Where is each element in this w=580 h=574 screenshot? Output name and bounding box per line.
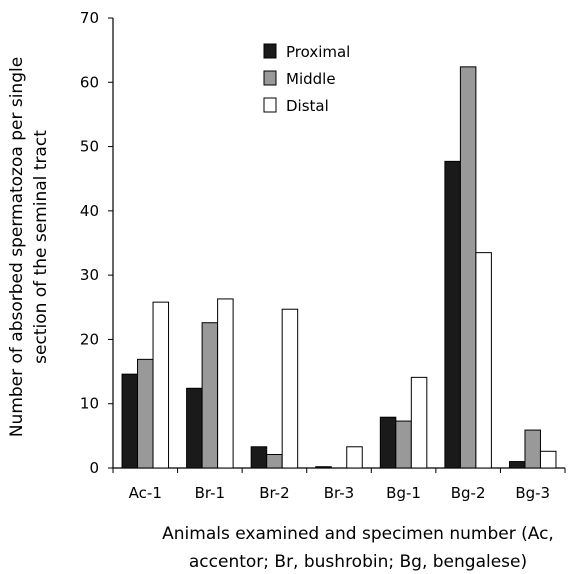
legend-label-middle: Middle xyxy=(286,70,336,88)
bar-distal xyxy=(475,252,492,469)
legend-label-distal: Distal xyxy=(286,97,329,115)
y-axis-title: Number of absorbed spermatozoa per singl… xyxy=(7,57,51,437)
y-tick-label: 10 xyxy=(80,395,99,413)
bars xyxy=(121,66,557,469)
bar-distal xyxy=(410,376,428,469)
bar-middle xyxy=(201,322,219,469)
bar-proximal xyxy=(379,416,397,469)
y-axis-title-line-2: section of the seminal tract xyxy=(31,130,51,364)
y-tick-label: 20 xyxy=(80,330,99,348)
x-tick-label: Bg-2 xyxy=(451,484,486,502)
bar-middle xyxy=(459,66,477,469)
y-tick-label: 30 xyxy=(80,266,99,284)
x-tick-label: Bg-3 xyxy=(515,484,550,502)
x-axis-title-line-1: Animals examined and specimen number (Ac… xyxy=(162,524,554,544)
x-ticks: Ac-1 Br-1 Br-2 Br-3 Bg-1 Bg-2 Bg-3 xyxy=(112,468,566,502)
legend-swatch-distal xyxy=(263,97,277,113)
x-tick-label: Br-1 xyxy=(195,484,225,502)
bar-proximal xyxy=(250,446,268,469)
bar-distal xyxy=(281,308,299,469)
bar-proximal xyxy=(508,461,526,469)
bar-proximal xyxy=(121,373,139,469)
y-tick-label: 70 xyxy=(80,9,99,27)
legend-swatch-middle xyxy=(263,70,277,86)
y-tick-label: 0 xyxy=(89,459,99,477)
bar-middle xyxy=(395,420,412,469)
bar-proximal xyxy=(444,160,461,469)
axes xyxy=(112,18,565,469)
bar-distal xyxy=(152,301,170,469)
y-tick-label: 50 xyxy=(80,138,99,156)
x-tick-label: Br-3 xyxy=(324,484,354,502)
bar-proximal xyxy=(315,466,332,469)
bar-middle xyxy=(137,358,154,469)
bar-distal xyxy=(217,298,234,469)
y-tick-label: 40 xyxy=(80,202,99,220)
legend-swatch-proximal xyxy=(263,43,277,59)
bar-distal xyxy=(346,446,363,469)
bar-middle xyxy=(524,429,541,469)
y-ticks: 0 10 20 30 40 50 60 70 xyxy=(80,9,113,477)
y-tick-label: 60 xyxy=(80,73,99,91)
x-axis-title-line-2: accentor; Br, bushrobin; Bg, bengalese) xyxy=(189,552,527,572)
y-axis-title-line-1: Number of absorbed spermatozoa per singl… xyxy=(7,57,27,437)
legend-label-proximal: Proximal xyxy=(286,43,350,61)
bar-proximal xyxy=(186,387,203,469)
x-tick-label: Ac-1 xyxy=(129,484,162,502)
x-tick-label: Bg-1 xyxy=(386,484,421,502)
x-tick-label: Br-2 xyxy=(259,484,289,502)
bar-middle xyxy=(266,454,283,469)
bar-distal xyxy=(539,450,557,469)
legend: Proximal Middle Distal xyxy=(263,43,350,115)
